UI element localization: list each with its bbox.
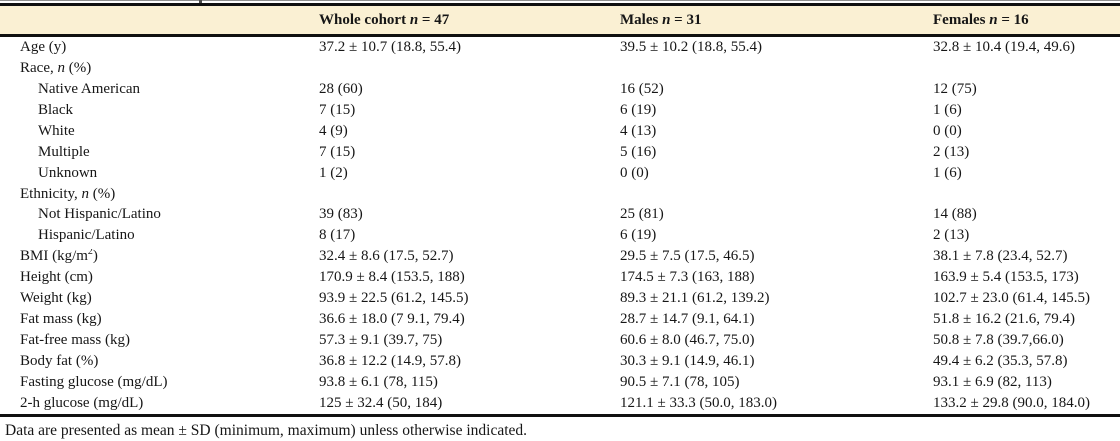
row-label: Unknown (38, 165, 98, 181)
cell-value: 89.3 ± 21.1 (61.2, 139.2) (620, 291, 770, 307)
cell-value: 12 (75) (933, 81, 977, 97)
cell-value: 49.4 ± 6.2 (35.3, 57.8) (933, 354, 1068, 370)
cell-value: 29.5 ± 7.5 (17.5, 46.5) (620, 249, 755, 265)
cell-value: 50.8 ± 7.8 (39.7,66.0) (933, 333, 1064, 349)
cell-value: 7 (15) (319, 144, 356, 160)
row-label: Multiple (38, 144, 90, 160)
table-row: 2-h glucose (mg/dL) 125 ± 32.4 (50, 184) 1… (0, 393, 1120, 414)
table-row: Hispanic/Latino 8 (17) 6 (19) 2 (13) (0, 225, 1120, 246)
table-row: White 4 (9) 4 (13) 0 (0) (0, 121, 1120, 142)
cell-value: 2 (13) (933, 144, 970, 160)
table-row: Black 7 (15) 6 (19) 1 (6) (0, 100, 1120, 121)
row-label: Height (cm) (20, 270, 93, 286)
table-body: Age (y) 37.2 ± 10.7 (18.8, 55.4) 39.5 ± 10… (0, 37, 1120, 414)
table-row: Weight (kg) 93.9 ± 22.5 (61.2, 145.5) 89.3… (0, 288, 1120, 309)
cell-value: 6 (19) (620, 228, 657, 244)
table-row: Age (y) 37.2 ± 10.7 (18.8, 55.4) 39.5 ± 10… (0, 37, 1120, 58)
cell-value: 102.7 ± 23.0 (61.4, 145.5) (933, 291, 1090, 307)
cell-value: 4 (9) (319, 123, 348, 139)
row-label: Hispanic/Latino (38, 228, 135, 244)
cell-value: 0 (0) (933, 123, 962, 139)
cropped-caption-baseline (0, 0, 1120, 1)
table-footnote: Data are presented as mean ± SD (minimum… (5, 422, 528, 439)
table-row: Fat mass (kg) 36.6 ± 18.0 (7 9.1, 79.4) 28… (0, 309, 1120, 330)
table-header-bottom-rule (0, 34, 1120, 37)
table-row: Height (cm) 170.9 ± 8.4 (153.5, 188) 174.5… (0, 267, 1120, 288)
row-label: Weight (kg) (20, 291, 92, 307)
cell-value: 60.6 ± 8.0 (46.7, 75.0) (620, 333, 755, 349)
table-row: Ethnicity, n (%) (0, 184, 1120, 205)
row-label: Race, n (%) (20, 60, 92, 76)
column-header-females: Females n = 16 (933, 12, 1029, 28)
row-label: BMI (kg/m2) (20, 249, 98, 265)
table-row: Body fat (%) 36.8 ± 12.2 (14.9, 57.8) 30.3… (0, 351, 1120, 372)
cell-value: 39 (83) (319, 207, 363, 223)
cell-value: 93.9 ± 22.5 (61.2, 145.5) (319, 291, 469, 307)
table-row: BMI (kg/m2) 32.4 ± 8.6 (17.5, 52.7) 29.5 ±… (0, 246, 1120, 267)
cell-value: 38.1 ± 7.8 (23.4, 52.7) (933, 249, 1068, 265)
cell-value: 1 (6) (933, 165, 962, 181)
cell-value: 0 (0) (620, 165, 649, 181)
cell-value: 32.4 ± 8.6 (17.5, 52.7) (319, 249, 454, 265)
cell-value: 25 (81) (620, 207, 664, 223)
cell-value: 2 (13) (933, 228, 970, 244)
cell-value: 163.9 ± 5.4 (153.5, 173) (933, 270, 1079, 286)
row-label: Body fat (%) (20, 354, 99, 370)
cell-value: 36.8 ± 12.2 (14.9, 57.8) (319, 354, 461, 370)
cell-value: 93.1 ± 6.9 (82, 113) (933, 374, 1052, 390)
row-label: Ethnicity, n (%) (20, 186, 116, 202)
row-label: 2-h glucose (mg/dL) (20, 395, 144, 411)
cell-value: 6 (19) (620, 102, 657, 118)
table-row: Race, n (%) (0, 58, 1120, 79)
row-label: White (38, 123, 75, 139)
cell-value: 8 (17) (319, 228, 356, 244)
cell-value: 57.3 ± 9.1 (39.7, 75) (319, 333, 443, 349)
cell-value: 174.5 ± 7.3 (163, 188) (620, 270, 755, 286)
cell-value: 36.6 ± 18.0 (7 9.1, 79.4) (319, 312, 465, 328)
cell-value: 39.5 ± 10.2 (18.8, 55.4) (620, 39, 762, 55)
cell-value: 37.2 ± 10.7 (18.8, 55.4) (319, 39, 461, 55)
cell-value: 30.3 ± 9.1 (14.9, 46.1) (620, 354, 755, 370)
row-label: Fat mass (kg) (20, 312, 102, 328)
table-top-rule (0, 3, 1120, 6)
column-header-whole-cohort: Whole cohort n = 47 (319, 12, 450, 28)
cell-value: 93.8 ± 6.1 (78, 115) (319, 374, 438, 390)
row-label: Age (y) (20, 39, 67, 55)
cell-value: 7 (15) (319, 102, 356, 118)
row-label: Black (38, 102, 73, 118)
cell-value: 133.2 ± 29.8 (90.0, 184.0) (933, 395, 1090, 411)
table-bottom-rule (0, 414, 1120, 417)
cell-value: 28.7 ± 14.7 (9.1, 64.1) (620, 312, 755, 328)
row-label: Native American (38, 81, 141, 97)
table-row: Not Hispanic/Latino 39 (83) 25 (81) 14 (88) (0, 205, 1120, 226)
table-row: Fasting glucose (mg/dL) 93.8 ± 6.1 (78, 1… (0, 372, 1120, 393)
row-label: Fat-free mass (kg) (20, 333, 130, 349)
cell-value: 121.1 ± 33.3 (50.0, 183.0) (620, 395, 777, 411)
cell-value: 14 (88) (933, 207, 977, 223)
table-row: Fat-free mass (kg) 57.3 ± 9.1 (39.7, 75) 6… (0, 330, 1120, 351)
cell-value: 1 (2) (319, 165, 348, 181)
cell-value: 51.8 ± 16.2 (21.6, 79.4) (933, 312, 1075, 328)
cell-value: 170.9 ± 8.4 (153.5, 188) (319, 270, 465, 286)
cell-value: 16 (52) (620, 81, 664, 97)
table-row: Multiple 7 (15) 5 (16) 2 (13) (0, 142, 1120, 163)
cell-value: 90.5 ± 7.1 (78, 105) (620, 374, 740, 390)
row-label: Fasting glucose (mg/dL) (20, 374, 168, 390)
table-row: Native American 28 (60) 16 (52) 12 (75) (0, 79, 1120, 100)
column-header-males: Males n = 31 (620, 12, 702, 28)
cell-value: 5 (16) (620, 144, 657, 160)
table-row: Unknown 1 (2) 0 (0) 1 (6) (0, 163, 1120, 184)
row-label: Not Hispanic/Latino (38, 207, 161, 223)
cell-value: 125 ± 32.4 (50, 184) (319, 395, 443, 411)
table-header-row: Whole cohort n = 47 Males n = 31 Females… (0, 6, 1120, 34)
cell-value: 1 (6) (933, 102, 962, 118)
cropped-caption-fragment (199, 0, 202, 3)
cell-value: 32.8 ± 10.4 (19.4, 49.6) (933, 39, 1075, 55)
cell-value: 4 (13) (620, 123, 657, 139)
cell-value: 28 (60) (319, 81, 363, 97)
